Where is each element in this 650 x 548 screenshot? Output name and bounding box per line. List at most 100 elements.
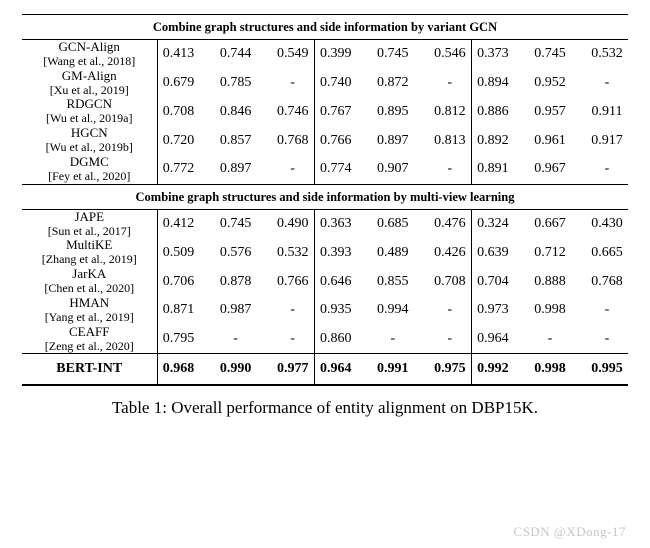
value-triple: 0.6790.785- — [158, 75, 314, 91]
value-group-3: 0.9730.998- — [471, 296, 628, 325]
value-triple: 0.8920.9610.917 — [472, 133, 628, 149]
table-cell: 0.952 — [529, 75, 571, 91]
value-triple: 0.3240.6670.430 — [472, 216, 628, 232]
value-triple: 0.7670.8950.812 — [315, 104, 471, 120]
table-cell: 0.373 — [472, 46, 514, 62]
table-cell: 0.895 — [372, 104, 414, 120]
watermark-text: CSDN @XDong-17 — [513, 524, 626, 540]
table-cell: 0.363 — [315, 216, 357, 232]
table-cell: 0.967 — [529, 161, 571, 177]
table-cell: - — [586, 331, 628, 347]
table-cell: 0.720 — [158, 133, 200, 149]
table-cell: 0.509 — [158, 245, 200, 261]
table-cell: - — [215, 331, 257, 347]
value-group-3: 0.9920.9980.995 — [471, 354, 628, 384]
method-name: JarKA — [22, 267, 157, 282]
method-cell: HGCN[Wu et al., 2019b] — [22, 126, 157, 155]
table-cell: 0.911 — [586, 104, 628, 120]
section-2-title: Combine graph structures and side inform… — [22, 185, 628, 209]
table-cell: 0.964 — [315, 361, 357, 377]
value-triple: 0.964-- — [472, 331, 628, 347]
table-cell: 0.886 — [472, 104, 514, 120]
method-cell: CEAFF[Zeng et al., 2020] — [22, 325, 157, 354]
table-cell: 0.774 — [315, 161, 357, 177]
value-triple: 0.8940.952- — [472, 75, 628, 91]
value-group-1: 0.413 0.744 0.549 — [157, 40, 314, 69]
method-citation: [Xu et al., 2019] — [22, 84, 157, 98]
value-group-2: 0.7740.907- — [314, 155, 471, 184]
table-row: JAPE[Sun et al., 2017]0.4120.7450.4900.3… — [22, 210, 628, 239]
table-cell: 0.888 — [529, 274, 571, 290]
table-cell: - — [586, 161, 628, 177]
table-cell: 0.957 — [529, 104, 571, 120]
method-cell: GCN-Align[Wang et al., 2018] — [22, 40, 157, 69]
table-cell: 0.740 — [315, 75, 357, 91]
method-citation: [Chen et al., 2020] — [22, 282, 157, 296]
method-citation: [Yang et al., 2019] — [22, 311, 157, 325]
table-cell: 0.546 — [429, 46, 471, 62]
value-triple: 0.6390.7120.665 — [472, 245, 628, 261]
value-group-1: 0.7060.8780.766 — [157, 267, 314, 296]
table-cell: 0.857 — [215, 133, 257, 149]
table-cell: 0.413 — [158, 46, 200, 62]
table-cell: 0.324 — [472, 216, 514, 232]
table-cell: 0.639 — [472, 245, 514, 261]
value-triple: 0.7660.8970.813 — [315, 133, 471, 149]
table-cell: 0.704 — [472, 274, 514, 290]
table-cell: 0.708 — [429, 274, 471, 290]
value-triple: 0.6460.8550.708 — [315, 274, 471, 290]
table-cell: 0.897 — [215, 161, 257, 177]
table-cell: 0.871 — [158, 302, 200, 318]
method-name: JAPE — [22, 210, 157, 225]
value-triple: 0.7200.8570.768 — [158, 133, 314, 149]
table-cell: 0.812 — [429, 104, 471, 120]
table-cell: 0.745 — [529, 46, 571, 62]
value-triple: 0.7740.907- — [315, 161, 471, 177]
method-name: HMAN — [22, 296, 157, 311]
method-name: MultiKE — [22, 238, 157, 253]
table-cell: 0.549 — [272, 46, 314, 62]
table-cell: 0.813 — [429, 133, 471, 149]
table-row: CEAFF[Zeng et al., 2020]0.795--0.860--0.… — [22, 325, 628, 354]
table-row: MultiKE[Zhang et al., 2019]0.5090.5760.5… — [22, 238, 628, 267]
method-cell: JarKA[Chen et al., 2020] — [22, 267, 157, 296]
table-cell: 0.998 — [529, 302, 571, 318]
table-row: HGCN[Wu et al., 2019b]0.7200.8570.7680.7… — [22, 126, 628, 155]
value-group-1: 0.9680.9900.977 — [157, 354, 314, 384]
method-citation: [Zeng et al., 2020] — [22, 340, 157, 354]
method-name: GM-Align — [22, 69, 157, 84]
method-cell: JAPE[Sun et al., 2017] — [22, 210, 157, 239]
table-cell: 0.706 — [158, 274, 200, 290]
table-cell: - — [272, 161, 314, 177]
table-cell: 0.987 — [215, 302, 257, 318]
table-cell: 0.973 — [472, 302, 514, 318]
method-name: GCN-Align — [22, 40, 157, 55]
table-section-1: GCN-Align[Wang et al., 2018]0.4130.7440.… — [22, 40, 628, 184]
table-cell: 0.744 — [215, 46, 257, 62]
table-cell: 0.746 — [272, 104, 314, 120]
value-group-2: 0.7670.8950.812 — [314, 97, 471, 126]
table-cell: 0.785 — [215, 75, 257, 91]
value-triple: 0.3930.4890.426 — [315, 245, 471, 261]
table-cell: 0.426 — [429, 245, 471, 261]
method-citation: [Wang et al., 2018] — [22, 55, 157, 69]
table-cell: 0.576 — [215, 245, 257, 261]
table-cell: 0.860 — [315, 331, 357, 347]
table-cell: 0.935 — [315, 302, 357, 318]
table-cell: 0.878 — [215, 274, 257, 290]
table-cell: 0.872 — [372, 75, 414, 91]
value-group-2: 0.9640.9910.975 — [314, 354, 471, 384]
value-triple: 0.9920.9980.995 — [472, 361, 628, 377]
value-triple: 0.8910.967- — [472, 161, 628, 177]
table-cell: 0.992 — [472, 361, 514, 377]
value-group-3: 0.8940.952- — [471, 69, 628, 98]
method-cell: HMAN[Yang et al., 2019] — [22, 296, 157, 325]
table-cell: 0.977 — [272, 361, 314, 377]
table-cell: 0.646 — [315, 274, 357, 290]
table-cell: - — [272, 331, 314, 347]
method-citation: [Zhang et al., 2019] — [22, 253, 157, 267]
table-row: BERT-INT0.9680.9900.9770.9640.9910.9750.… — [22, 354, 628, 384]
value-group-1: 0.7080.8460.746 — [157, 97, 314, 126]
value-triple: 0.9350.994- — [315, 302, 471, 318]
table-cell: 0.964 — [472, 331, 514, 347]
